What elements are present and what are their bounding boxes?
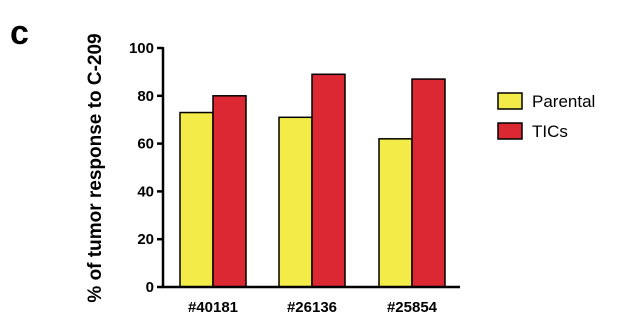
y-tick-label: 0 [146, 279, 154, 296]
legend-swatch-parental [497, 92, 523, 110]
x-category-label: #40181 [188, 299, 238, 316]
y-tick-label: 40 [137, 183, 154, 200]
y-axis-label: % of tumor response to C-209 [85, 33, 106, 302]
x-category-label: #25854 [387, 299, 438, 316]
bar-tics-2 [411, 78, 446, 288]
panel-label: c [10, 14, 29, 52]
legend-label-parental: Parental [532, 92, 595, 111]
bar-tics-0 [212, 95, 247, 288]
y-tick-label: 80 [137, 88, 154, 105]
bar-parental-1 [278, 116, 313, 288]
y-tick-label: 60 [137, 136, 154, 153]
bar-parental-2 [378, 138, 413, 288]
y-axis-ticks: 0 20 40 60 80 100 [129, 40, 163, 296]
x-category-label: #26136 [287, 299, 337, 316]
y-tick-label: 20 [137, 231, 154, 248]
legend: Parental TICs [497, 92, 595, 141]
y-tick-label: 100 [129, 40, 154, 57]
bar-parental-0 [179, 111, 214, 288]
bars [179, 73, 446, 288]
bar-tics-1 [311, 73, 346, 288]
legend-swatch-tics [497, 122, 523, 140]
legend-label-tics: TICs [532, 122, 568, 141]
x-axis-labels: #40181 #26136 #25854 [188, 299, 438, 316]
